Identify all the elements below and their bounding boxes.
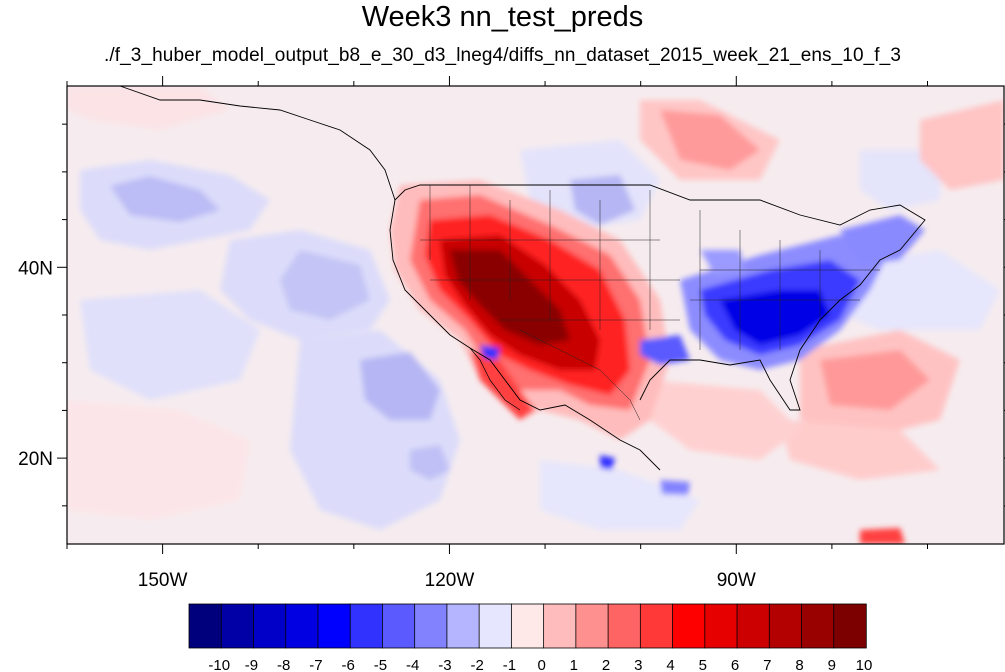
colorbar-label: -9 [245, 657, 258, 672]
x-tick-label: 150W [138, 570, 188, 591]
colorbar-label: 7 [763, 657, 771, 672]
axis-tick-labels: 150W 120W 90W 40N 20N [18, 258, 756, 591]
colorbar-label: 5 [699, 657, 707, 672]
colorbar-swatch [768, 603, 803, 649]
colorbar-swatch [736, 603, 770, 649]
figure-title: Week3 nn_test_preds [361, 1, 644, 33]
colorbar-label: -3 [438, 657, 451, 672]
y-tick-label: 20N [18, 449, 53, 470]
colorbar-swatch [414, 603, 448, 649]
colorbar-label: -4 [406, 657, 419, 672]
figure-subtitle: ./f_3_huber_model_output_b8_e_30_d3_lneg… [103, 45, 902, 66]
colorbar-label: 1 [570, 657, 578, 672]
colorbar-swatch [672, 603, 706, 649]
colorbar-swatch [446, 603, 480, 649]
y-tick-label: 40N [18, 258, 53, 279]
colorbar-swatch [349, 603, 384, 649]
colorbar-swatch [220, 603, 255, 649]
colorbar-swatch [253, 603, 287, 649]
colorbar-label: 8 [795, 657, 803, 672]
colorbar-swatch [478, 603, 513, 649]
colorbar: -10 -9 -8 -7 -6 -5 -4 -3 -2 -1 0 1 2 3 4 5 6 7 8 9 10 [188, 603, 873, 672]
anomaly-field [67, 86, 1004, 544]
colorbar-label: 0 [537, 657, 545, 672]
colorbar-label: 4 [666, 657, 674, 672]
colorbar-label: -2 [470, 657, 483, 672]
colorbar-swatch [317, 603, 351, 649]
colorbar-swatch [801, 603, 835, 649]
colorbar-label: -10 [208, 657, 230, 672]
colorbar-swatch [188, 603, 222, 649]
colorbar-swatch [704, 603, 738, 649]
colorbar-label: 3 [634, 657, 642, 672]
colorbar-label: 10 [856, 657, 873, 672]
x-tick-label: 120W [425, 570, 475, 591]
colorbar-label: 9 [828, 657, 836, 672]
colorbar-swatch [639, 603, 674, 649]
colorbar-swatch [510, 603, 545, 649]
colorbar-label: -6 [342, 657, 355, 672]
colorbar-label: -1 [503, 657, 516, 672]
colorbar-swatch [575, 603, 609, 649]
colorbar-label: -5 [374, 657, 387, 672]
colorbar-swatch [833, 603, 867, 649]
colorbar-swatch [543, 603, 577, 649]
colorbar-label: -7 [309, 657, 322, 672]
colorbar-swatch [382, 603, 416, 649]
x-tick-label: 90W [717, 570, 756, 591]
colorbar-swatch [285, 603, 319, 649]
colorbar-label: 6 [731, 657, 739, 672]
colorbar-label: -8 [277, 657, 290, 672]
colorbar-label: 2 [602, 657, 610, 672]
colorbar-swatch [607, 603, 642, 649]
